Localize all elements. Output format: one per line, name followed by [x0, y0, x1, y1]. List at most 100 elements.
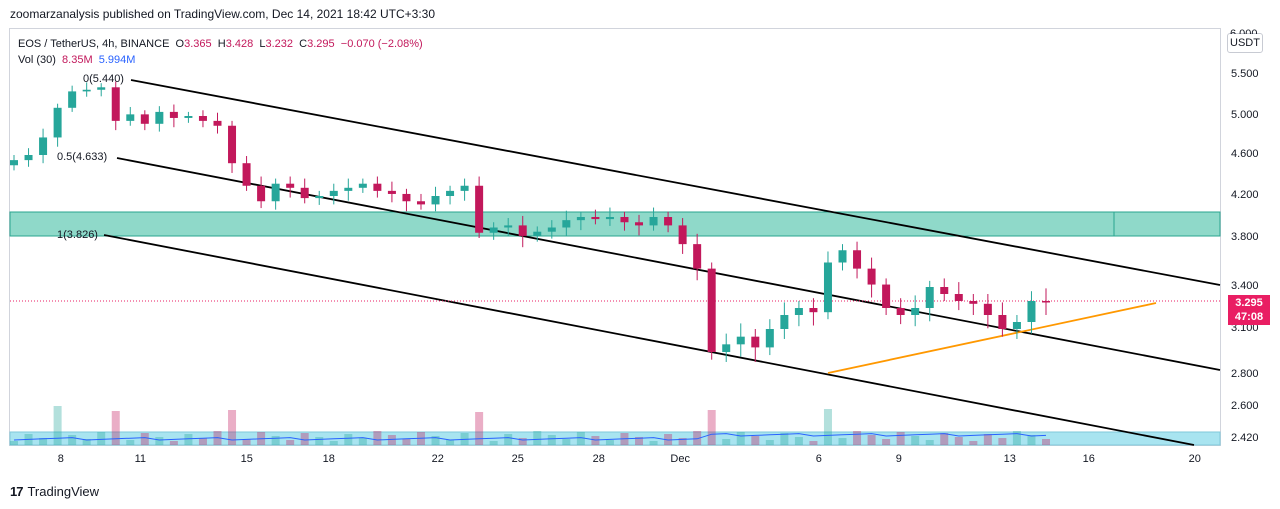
currency-selector-button[interactable]: USDT	[1227, 33, 1263, 53]
candle-body	[954, 294, 963, 301]
candle-body	[489, 227, 498, 233]
resistance-zone	[9, 211, 1221, 237]
candle-body	[809, 308, 818, 313]
x-tick-label: 9	[895, 453, 902, 465]
volume-bar	[39, 438, 48, 445]
y-tick-label: 2.600	[1231, 400, 1259, 412]
candlestick-series	[10, 81, 1050, 362]
channel-mid-line	[116, 157, 1221, 371]
volume-bar	[198, 438, 207, 445]
channel-upper-line	[130, 79, 1221, 286]
candle-body	[387, 190, 396, 194]
candle-body	[605, 217, 614, 220]
volume-bar	[228, 410, 237, 445]
fib-label-0: 0(5.440)	[83, 73, 124, 85]
volume-bar	[344, 434, 353, 445]
volume-bar	[1027, 435, 1036, 445]
volume-bar	[954, 437, 963, 445]
volume-bar	[10, 441, 18, 445]
candle-body	[518, 225, 527, 236]
volume-bar	[562, 439, 571, 445]
volume-bar	[358, 438, 367, 445]
volume-bar	[823, 409, 832, 445]
x-tick-label: 15	[240, 453, 253, 465]
candle-body	[736, 336, 745, 345]
candle-body	[358, 183, 367, 188]
legend-volume-row: Vol (30) 8.35M 5.994M	[18, 52, 423, 68]
candle-body	[983, 303, 992, 315]
volume-bar	[707, 410, 716, 445]
volume-label[interactable]: Vol (30)	[18, 54, 56, 66]
volume-bar	[271, 436, 280, 445]
volume-bar	[184, 434, 193, 445]
volume-value: 8.35M	[62, 54, 93, 66]
candle-body	[300, 187, 309, 199]
volume-bar	[576, 432, 585, 445]
tradingview-brand[interactable]: 17 TradingView	[10, 484, 99, 499]
fib-label-05: 0.5(4.633)	[57, 151, 107, 163]
x-tick-label: 28	[592, 453, 605, 465]
bar-countdown: 47:08	[1234, 311, 1264, 323]
candle-body	[664, 217, 673, 226]
low-label: L	[259, 38, 266, 50]
change-value: −0.070 (−2.08%)	[340, 38, 423, 50]
brand-name: TradingView	[27, 484, 100, 499]
candle-body	[547, 227, 556, 232]
volume-bar	[402, 439, 411, 445]
candle-body	[911, 308, 920, 315]
volume-bar	[1042, 439, 1050, 445]
candle-body	[794, 308, 803, 315]
y-tick-label: 3.800	[1231, 231, 1259, 243]
candle-body	[213, 120, 222, 126]
candle-body	[184, 116, 193, 118]
legend-symbol[interactable]: EOS / TetherUS, 4h, BINANCE	[18, 38, 170, 50]
volume-ma-value: 5.994M	[98, 54, 136, 66]
candle-body	[838, 250, 847, 263]
volume-bar	[867, 435, 876, 445]
candle-body	[896, 308, 905, 315]
candle-body	[39, 137, 48, 155]
close-label: C	[299, 38, 308, 50]
volume-bar	[68, 435, 77, 445]
volume-bar	[504, 434, 513, 445]
volume-bar	[140, 433, 149, 445]
support-trendline	[827, 302, 1157, 374]
volume-bar	[489, 441, 498, 445]
candle-body	[969, 301, 978, 304]
volume-bar	[838, 438, 847, 445]
volume-bar	[315, 437, 324, 445]
tradingview-logo-icon: 17	[10, 484, 24, 499]
candle-body	[475, 185, 484, 233]
volume-bar	[998, 438, 1007, 445]
volume-bar	[809, 441, 818, 445]
volume-bar	[794, 437, 803, 445]
volume-bar	[983, 434, 992, 445]
candle-body	[1012, 322, 1021, 329]
candle-body	[867, 268, 876, 285]
candle-body	[823, 262, 832, 313]
candle-body	[722, 344, 731, 352]
high-value: 3.428	[225, 38, 254, 50]
y-tick-label: 4.200	[1231, 189, 1259, 201]
candle-body	[765, 329, 774, 348]
candle-body	[53, 107, 62, 138]
volume-bar	[605, 440, 614, 445]
volume-bar	[329, 441, 338, 445]
candle-body	[169, 111, 178, 118]
candle-body	[155, 111, 164, 124]
candle-body	[315, 196, 324, 199]
candle-body	[649, 217, 658, 226]
volume-bar	[126, 440, 135, 445]
volume-bar	[431, 436, 440, 445]
candle-body	[344, 187, 353, 191]
volume-bar	[722, 439, 731, 445]
volume-bar	[300, 433, 309, 445]
candle-body	[126, 114, 135, 121]
volume-bar	[169, 441, 178, 445]
candle-body	[140, 114, 149, 124]
candle-body	[460, 185, 469, 191]
volume-bar	[82, 439, 91, 445]
candle-body	[431, 196, 440, 205]
volume-bar	[533, 431, 542, 445]
